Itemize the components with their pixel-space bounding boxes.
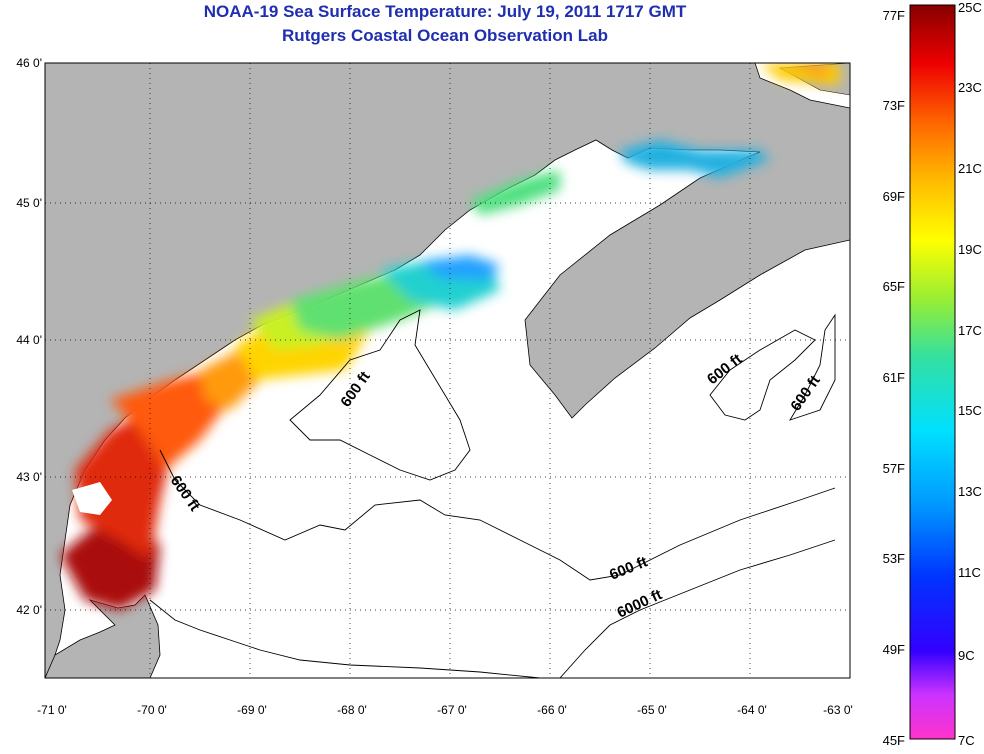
lat-label: 45 0' [16,196,42,210]
land-cape-cod [45,594,161,678]
colorbar [909,4,956,740]
lon-label: -69 0' [237,703,267,717]
bathymetry-contours [149,309,836,678]
lat-axis: 46 0' 45 0' 44 0' 43 0' 42 0' [16,56,42,617]
lat-label: 44 0' [16,333,42,347]
colorbar-c-label: 21C [958,161,982,176]
contour-6000ft [149,599,541,678]
contour-600ft-shelf-ns [709,329,816,421]
contour-600ft-gulf [159,449,836,581]
colorbar-f-label: 45F [883,733,905,748]
colorbar-f-labels: 77F 73F 69F 65F 61F 57F 53F 49F 45F [883,8,905,748]
colorbar-f-label: 57F [883,461,905,476]
colorbar-c-label: 17C [958,323,982,338]
colorbar-c-label: 23C [958,80,982,95]
lon-label: -71 0' [37,703,67,717]
lon-label: -70 0' [137,703,167,717]
contour-600ft-east [788,313,836,421]
colorbar-f-label: 69F [883,189,905,204]
chart-title: NOAA-19 Sea Surface Temperature: July 19… [203,2,687,21]
lat-label: 46 0' [16,56,42,70]
chart-subtitle: Rutgers Coastal Ocean Observation Lab [282,26,608,45]
colorbar-c-labels: 25C 23C 21C 19C 17C 15C 13C 11C 9C 7C [958,0,982,748]
lat-label: 43 0' [16,470,42,484]
graticule [45,63,850,678]
colorbar-c-label: 13C [958,484,982,499]
colorbar-c-label: 25C [958,0,982,15]
contour-6000ft-outer [559,539,836,678]
colorbar-c-label: 19C [958,242,982,257]
sst-data [60,63,840,610]
lon-label: -63 0' [823,703,853,717]
lon-label: -64 0' [737,703,767,717]
colorbar-f-label: 73F [883,98,905,113]
lon-label: -65 0' [637,703,667,717]
colorbar-f-label: 65F [883,279,905,294]
colorbar-f-label: 53F [883,551,905,566]
colorbar-c-label: 11C [958,565,981,580]
colorbar-c-label: 7C [958,733,975,748]
lon-label: -66 0' [537,703,567,717]
colorbar-c-label: 15C [958,403,982,418]
contour-600ft-basin [289,309,471,481]
lon-axis: -71 0' -70 0' -69 0' -68 0' -67 0' -66 0… [37,703,853,717]
lat-label: 42 0' [16,603,42,617]
lon-label: -67 0' [437,703,467,717]
colorbar-c-label: 9C [958,648,975,663]
lon-label: -68 0' [337,703,367,717]
colorbar-f-label: 61F [883,370,905,385]
colorbar-f-label: 49F [883,642,905,657]
colorbar-f-label: 77F [883,8,905,23]
